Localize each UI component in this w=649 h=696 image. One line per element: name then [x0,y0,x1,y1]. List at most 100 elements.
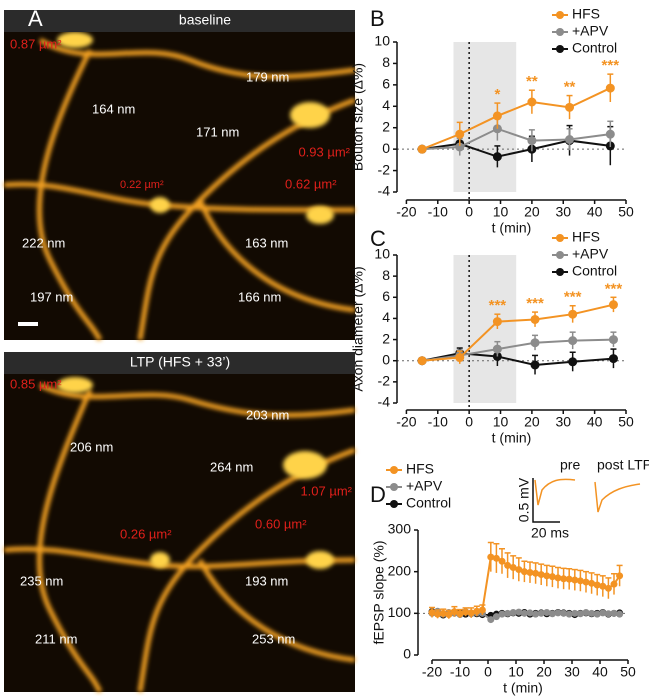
data-point [582,609,590,616]
y-tick-label: 0 [382,351,390,367]
data-point [616,610,624,618]
data-point [530,338,540,348]
bouton-size-label: 1.07 µm² [300,483,352,498]
inset-scale: 20 ms [531,525,569,541]
diameter-label: 193 nm [245,573,288,588]
y-tick-label: -2 [378,373,391,389]
y-tick-label: -2 [378,161,391,177]
x-tick-label: 40 [587,414,603,430]
data-point [610,609,618,617]
legend-label: +APV [572,23,609,39]
data-point [554,574,562,582]
data-point [593,610,601,618]
diameter-label: 203 nm [246,407,289,422]
legend-marker [556,11,564,19]
data-point [492,111,502,121]
legend-marker [556,234,564,242]
y-tick-label: 100 [388,604,412,620]
data-point [576,577,584,585]
legend-label: +APV [406,478,443,494]
x-tick-label: 50 [620,664,636,680]
data-point [568,357,578,367]
data-point [554,609,562,617]
legend-label: Control [572,40,617,56]
image-header: baseline [179,12,231,28]
y-tick-label: 6 [382,288,390,304]
diameter-label: 163 nm [245,235,288,250]
data-point [616,572,624,580]
x-tick-label: 20 [524,414,540,430]
y-tick-label: 200 [388,562,412,578]
data-point [605,129,615,139]
data-point [608,335,618,345]
x-tick-label: 30 [555,204,571,220]
y-tick-label: 6 [382,76,390,92]
x-tick-label: 30 [564,664,580,680]
diameter-label: 235 nm [20,573,63,588]
x-tick-label: 50 [618,204,634,220]
data-point [478,606,486,614]
data-point [509,564,517,571]
y-tick-label: 10 [374,246,390,262]
y-tick-label: 0 [382,140,390,156]
data-point [568,336,578,346]
legend-label: HFS [572,6,600,22]
data-point [537,571,545,579]
x-tick-label: 40 [587,204,603,220]
data-point [568,309,578,319]
data-point [492,613,500,621]
x-tick-label: 10 [493,204,509,220]
data-point [492,554,500,562]
bouton-size-label: 0.62 µm² [285,176,337,191]
x-axis-title: t (min) [503,680,543,696]
significance: * [494,86,500,103]
data-point [504,609,512,617]
diameter-label: 211 nm [35,631,77,646]
diameter-label: 264 nm [210,459,253,474]
diameter-label: 166 nm [238,289,281,304]
data-point [588,579,596,587]
inset-traces [532,478,641,523]
legend-label: Control [572,263,617,279]
x-tick-label: -20 [396,204,416,220]
y-tick-label: 2 [382,330,390,346]
y-axis-title: Bouton size (Δ%) [350,63,366,171]
data-point [605,83,615,93]
series-line [421,352,614,366]
x-tick-label: -20 [422,664,442,680]
y-axis-title: fEPSP slope (%) [371,540,387,644]
significance: ** [526,73,538,90]
bouton-size-label: 0.22 µm² [120,179,164,191]
data-point [588,609,596,617]
x-tick-label: 30 [555,414,571,430]
data-point [608,300,618,310]
bouton-size-label: 0.85 µm² [10,376,62,391]
data-point [515,608,523,616]
x-tick-label: 40 [592,664,608,680]
data-point [565,575,573,583]
data-point [576,610,584,618]
significance: *** [602,57,620,74]
significance: *** [526,295,544,312]
bouton-size-label: 0.93 µm² [298,144,350,159]
y-tick-label: 10 [374,33,390,49]
bouton-size-label: 0.60 µm² [255,516,307,531]
data-point [498,610,506,618]
y-tick-label: -4 [378,183,391,199]
data-point [492,152,502,162]
data-point [455,129,465,139]
legend-label: HFS [406,461,434,477]
panel-label: C [370,226,386,251]
data-point [608,354,618,364]
data-point [487,616,495,624]
data-point [434,610,442,618]
data-point [417,356,427,366]
data-point [537,609,545,617]
inset-label: pre [560,457,580,473]
diameter-label: 197 nm [30,289,73,304]
data-point [526,569,534,576]
micrograph-baseline: A baseline 0.87 µm² 179 nm 164 nm 171 nm… [3,6,356,342]
data-point [548,610,556,618]
y-tick-label: 8 [382,267,390,283]
